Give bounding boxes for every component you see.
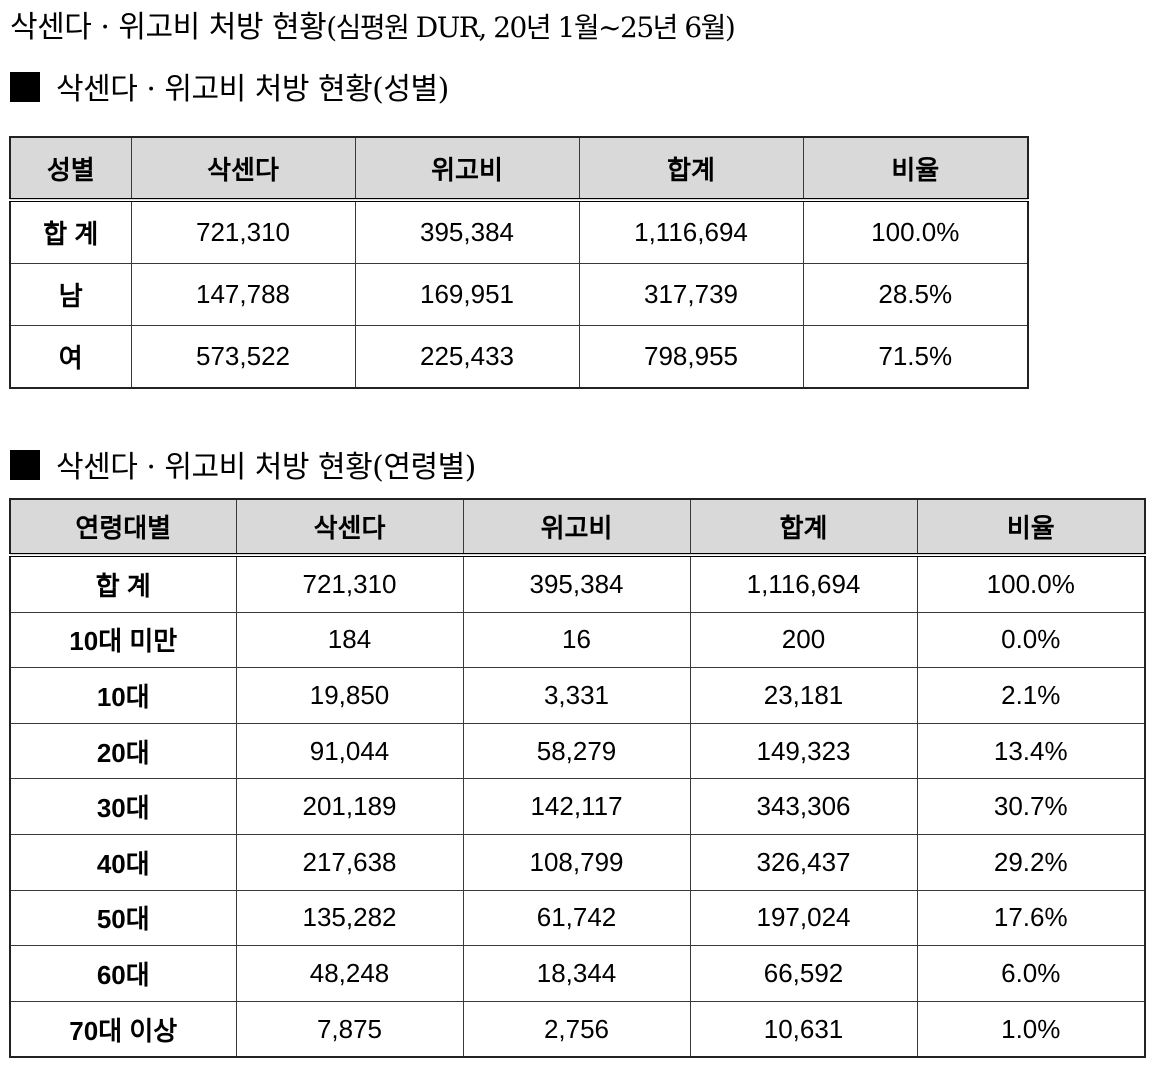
age-section-heading-text: 삭센다 · 위고비 처방 현황(연령별): [56, 450, 476, 485]
table-header-row: 연령대별 삭센다 위고비 합계 비율: [9, 498, 1146, 557]
cell-wegovy: 142,117: [462, 778, 691, 835]
cell-total: 23,181: [689, 667, 918, 724]
cell-saxenda: 201,189: [235, 778, 464, 835]
cell-wegovy: 395,384: [354, 199, 580, 264]
row-label: 30대: [9, 778, 237, 835]
cell-ratio: 0.0%: [916, 611, 1146, 669]
cell-total: 66,592: [689, 945, 918, 1002]
row-label: 10대: [9, 667, 237, 724]
cell-ratio: 13.4%: [916, 722, 1146, 780]
cell-total: 149,323: [689, 722, 918, 780]
row-label: 남: [9, 263, 132, 326]
cell-wegovy: 108,799: [462, 833, 691, 891]
cell-ratio: 30.7%: [916, 778, 1146, 835]
row-label: 20대: [9, 722, 237, 780]
table-row: 합 계 721,310 395,384 1,116,694 100.0%: [9, 199, 1029, 264]
cell-ratio: 28.5%: [802, 263, 1029, 326]
cell-saxenda: 721,310: [130, 199, 356, 264]
cell-wegovy: 61,742: [462, 889, 691, 947]
table-row: 50대 135,282 61,742 197,024 17.6%: [9, 889, 1146, 947]
cell-total: 1,116,694: [689, 554, 918, 613]
column-header-ratio: 비율: [802, 136, 1029, 202]
column-header-gender: 성별: [9, 136, 132, 202]
cell-saxenda: 184: [235, 611, 464, 669]
age-section-heading: 삭센다 · 위고비 처방 현황(연령별): [10, 446, 476, 490]
page-title-source: (심평원 DUR, 20년 1월~25년 6월): [326, 11, 736, 44]
gender-table: 성별 삭센다 위고비 합계 비율 합 계 721,310 395,384 1,1…: [9, 136, 1029, 389]
column-header-age-group: 연령대별: [9, 498, 237, 557]
row-label: 10대 미만: [9, 611, 237, 669]
cell-ratio: 71.5%: [802, 325, 1029, 389]
column-header-total: 합계: [578, 136, 804, 202]
cell-total: 10,631: [689, 1000, 918, 1058]
table-header-row: 성별 삭센다 위고비 합계 비율: [9, 136, 1029, 202]
age-table: 연령대별 삭센다 위고비 합계 비율 합 계 721,310 395,384 1…: [9, 498, 1146, 1059]
cell-saxenda: 91,044: [235, 722, 464, 780]
cell-wegovy: 225,433: [354, 325, 580, 389]
row-label: 합 계: [9, 199, 132, 264]
row-label: 70대 이상: [9, 1000, 237, 1058]
cell-ratio: 100.0%: [802, 199, 1029, 264]
cell-saxenda: 217,638: [235, 833, 464, 891]
table-row: 합 계 721,310 395,384 1,116,694 100.0%: [9, 554, 1146, 613]
table-row: 40대 217,638 108,799 326,437 29.2%: [9, 833, 1146, 891]
cell-ratio: 6.0%: [916, 945, 1146, 1002]
row-label: 60대: [9, 945, 237, 1002]
column-header-saxenda: 삭센다: [130, 136, 356, 202]
column-header-ratio: 비율: [916, 498, 1146, 557]
column-header-total: 합계: [689, 498, 918, 557]
page-title: 삭센다 · 위고비 처방 현황(심평원 DUR, 20년 1월~25년 6월): [10, 6, 736, 50]
gender-section-heading-text: 삭센다 · 위고비 처방 현황(성별): [56, 72, 449, 107]
cell-saxenda: 147,788: [130, 263, 356, 326]
table-row: 10대 19,850 3,331 23,181 2.1%: [9, 667, 1146, 724]
gender-section-heading: 삭센다 · 위고비 처방 현황(성별): [10, 68, 449, 112]
cell-saxenda: 19,850: [235, 667, 464, 724]
cell-saxenda: 7,875: [235, 1000, 464, 1058]
cell-saxenda: 573,522: [130, 325, 356, 389]
table-row: 20대 91,044 58,279 149,323 13.4%: [9, 722, 1146, 780]
row-label: 40대: [9, 833, 237, 891]
column-header-wegovy: 위고비: [462, 498, 691, 557]
cell-wegovy: 58,279: [462, 722, 691, 780]
page-title-main: 삭센다 · 위고비 처방 현황: [10, 10, 327, 45]
table-row: 30대 201,189 142,117 343,306 30.7%: [9, 778, 1146, 835]
column-header-wegovy: 위고비: [354, 136, 580, 202]
table-row: 10대 미만 184 16 200 0.0%: [9, 611, 1146, 669]
cell-saxenda: 135,282: [235, 889, 464, 947]
cell-ratio: 100.0%: [916, 554, 1146, 613]
cell-wegovy: 16: [462, 611, 691, 669]
cell-wegovy: 18,344: [462, 945, 691, 1002]
table-row: 남 147,788 169,951 317,739 28.5%: [9, 263, 1029, 326]
cell-ratio: 17.6%: [916, 889, 1146, 947]
cell-wegovy: 169,951: [354, 263, 580, 326]
cell-ratio: 29.2%: [916, 833, 1146, 891]
table-row: 여 573,522 225,433 798,955 71.5%: [9, 325, 1029, 389]
cell-total: 343,306: [689, 778, 918, 835]
cell-wegovy: 2,756: [462, 1000, 691, 1058]
black-square-bullet-icon: [10, 72, 40, 102]
table-row: 70대 이상 7,875 2,756 10,631 1.0%: [9, 1000, 1146, 1058]
cell-saxenda: 721,310: [235, 554, 464, 613]
column-header-saxenda: 삭센다: [235, 498, 464, 557]
cell-total: 200: [689, 611, 918, 669]
cell-total: 317,739: [578, 263, 804, 326]
cell-total: 326,437: [689, 833, 918, 891]
cell-wegovy: 3,331: [462, 667, 691, 724]
cell-total: 1,116,694: [578, 199, 804, 264]
cell-ratio: 1.0%: [916, 1000, 1146, 1058]
cell-ratio: 2.1%: [916, 667, 1146, 724]
black-square-bullet-icon: [10, 450, 40, 480]
cell-total: 798,955: [578, 325, 804, 389]
row-label: 여: [9, 325, 132, 389]
cell-total: 197,024: [689, 889, 918, 947]
row-label: 50대: [9, 889, 237, 947]
cell-wegovy: 395,384: [462, 554, 691, 613]
table-row: 60대 48,248 18,344 66,592 6.0%: [9, 945, 1146, 1002]
row-label: 합 계: [9, 554, 237, 613]
cell-saxenda: 48,248: [235, 945, 464, 1002]
